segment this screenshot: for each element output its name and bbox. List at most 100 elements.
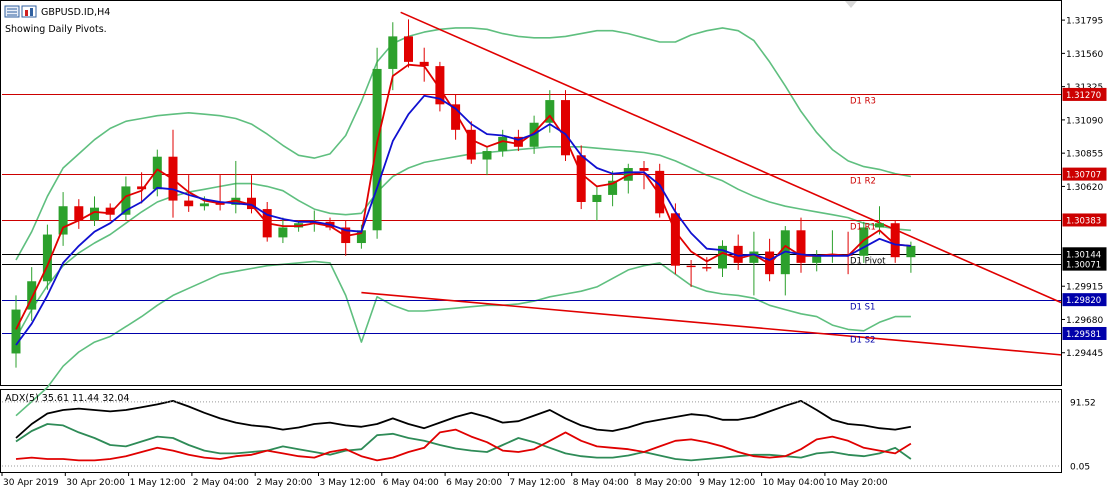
time-tick-label: 10 May 20:00 xyxy=(826,478,888,488)
candle xyxy=(498,129,508,157)
candle-body xyxy=(466,129,476,160)
adx-title: ADX(5) 35.61 11.44 32.04 xyxy=(5,393,129,404)
candle xyxy=(58,192,68,246)
candle-body xyxy=(482,151,492,160)
pivot-label-4: D1 S1 xyxy=(850,303,875,313)
pivot-label-5: D1 S2 xyxy=(850,336,875,346)
candle-body xyxy=(592,194,602,202)
chart-subtitle: Showing Daily Pivots. xyxy=(5,24,107,35)
candle xyxy=(137,172,147,204)
candle xyxy=(906,241,916,273)
candle xyxy=(639,160,649,190)
candle xyxy=(718,240,727,278)
pivot-label-2: D1 R1 xyxy=(850,223,876,233)
candle-body xyxy=(576,155,586,202)
candle-body xyxy=(121,186,131,215)
pivot-level-labels: D1 R3 D1 R2 D1 R1 D1 Pivot D1 S1 D1 S2 xyxy=(850,97,886,346)
indicator-tick-label: 0.05 xyxy=(1070,462,1090,472)
candle-body xyxy=(561,100,570,156)
candle xyxy=(733,234,743,270)
candle-body xyxy=(639,168,649,171)
chart-header: GBPUSD.ID,H4 Showing Daily Pivots. xyxy=(4,5,110,35)
pivot-label-3: D1 Pivot xyxy=(850,257,886,267)
price-flag-5: 1.29581 xyxy=(1062,326,1107,340)
price-flag-4-text: 1.29820 xyxy=(1066,296,1101,306)
candle xyxy=(419,47,429,82)
candle-body xyxy=(608,180,618,195)
price-tick-label: 1.31090 xyxy=(1066,116,1103,126)
chart-icon[interactable] xyxy=(21,5,37,18)
price-tick-label: 1.31795 xyxy=(1066,17,1103,27)
candle-body xyxy=(356,230,366,244)
candle xyxy=(749,231,759,296)
candle-body xyxy=(278,227,288,238)
candle-body xyxy=(152,156,162,190)
time-tick-label: 9 May 12:00 xyxy=(699,478,755,488)
candle xyxy=(482,146,492,176)
candle-body xyxy=(513,136,523,147)
candle xyxy=(435,61,445,112)
candle-body xyxy=(388,36,398,69)
price-flag-0-box xyxy=(1062,87,1107,101)
candle-body xyxy=(372,68,382,231)
candle-body xyxy=(796,230,806,263)
candle xyxy=(670,203,680,275)
current-price-flag: 1.30071 xyxy=(1062,257,1107,271)
price-flag-0: 1.31270 xyxy=(1062,87,1107,101)
candle xyxy=(608,170,618,207)
candle xyxy=(278,217,288,244)
adx-series-adx xyxy=(15,399,912,439)
candle-body xyxy=(199,203,209,207)
price-flag-1: 1.30707 xyxy=(1062,167,1107,181)
candle-body xyxy=(184,200,194,207)
price-tick-label: 1.31560 xyxy=(1066,50,1103,60)
candle-body xyxy=(27,281,37,310)
price-flag-4-box xyxy=(1062,293,1107,307)
window-menu-icon[interactable] xyxy=(4,5,20,18)
time-tick-label: 3 May 12:00 xyxy=(320,478,376,488)
candle-body xyxy=(451,104,461,130)
price-tick-label: 1.29915 xyxy=(1066,283,1103,293)
trendlines xyxy=(361,11,1062,356)
candle xyxy=(545,90,555,133)
shift-end-marker[interactable] xyxy=(845,1,857,8)
current-price-flag-box xyxy=(1062,257,1107,271)
price-flag-1-box xyxy=(1062,167,1107,181)
candle-body xyxy=(718,245,727,269)
candle-body xyxy=(765,251,775,275)
time-tick-label: 6 May 04:00 xyxy=(383,478,439,488)
candle-body xyxy=(686,265,696,268)
time-tick-label: 30 Apr 20:00 xyxy=(66,478,125,488)
trendline-0[interactable] xyxy=(400,11,1062,304)
candle-body xyxy=(419,61,429,67)
candle-body xyxy=(859,227,869,256)
moving-averages xyxy=(15,63,911,346)
candle-body xyxy=(74,206,84,221)
price-tick-label: 1.30855 xyxy=(1066,150,1103,160)
candle xyxy=(561,90,570,161)
candle xyxy=(11,295,21,368)
candle-body xyxy=(812,255,822,263)
candle xyxy=(121,176,131,221)
candle xyxy=(27,267,37,321)
price-tick-label: 1.29680 xyxy=(1066,316,1103,326)
candle-body xyxy=(498,136,508,152)
candle-body xyxy=(42,234,52,282)
time-tick-label: 6 May 20:00 xyxy=(446,478,502,488)
candle xyxy=(859,221,869,263)
symbol-title: GBPUSD.ID,H4 xyxy=(41,7,110,18)
candle xyxy=(404,19,413,68)
candle-body xyxy=(890,223,900,258)
time-tick-label: 8 May 04:00 xyxy=(573,478,629,488)
pivot-levels xyxy=(2,94,1061,334)
trendline-1[interactable] xyxy=(361,291,1062,356)
candle-body xyxy=(545,100,555,123)
bollinger-upper xyxy=(15,27,912,261)
candle xyxy=(812,250,822,272)
price-flag-2: 1.30383 xyxy=(1062,213,1107,227)
time-tick-label: 2 May 20:00 xyxy=(256,478,312,488)
candle-body xyxy=(404,36,413,62)
moving-average-slow xyxy=(15,94,911,346)
candle xyxy=(796,217,806,273)
